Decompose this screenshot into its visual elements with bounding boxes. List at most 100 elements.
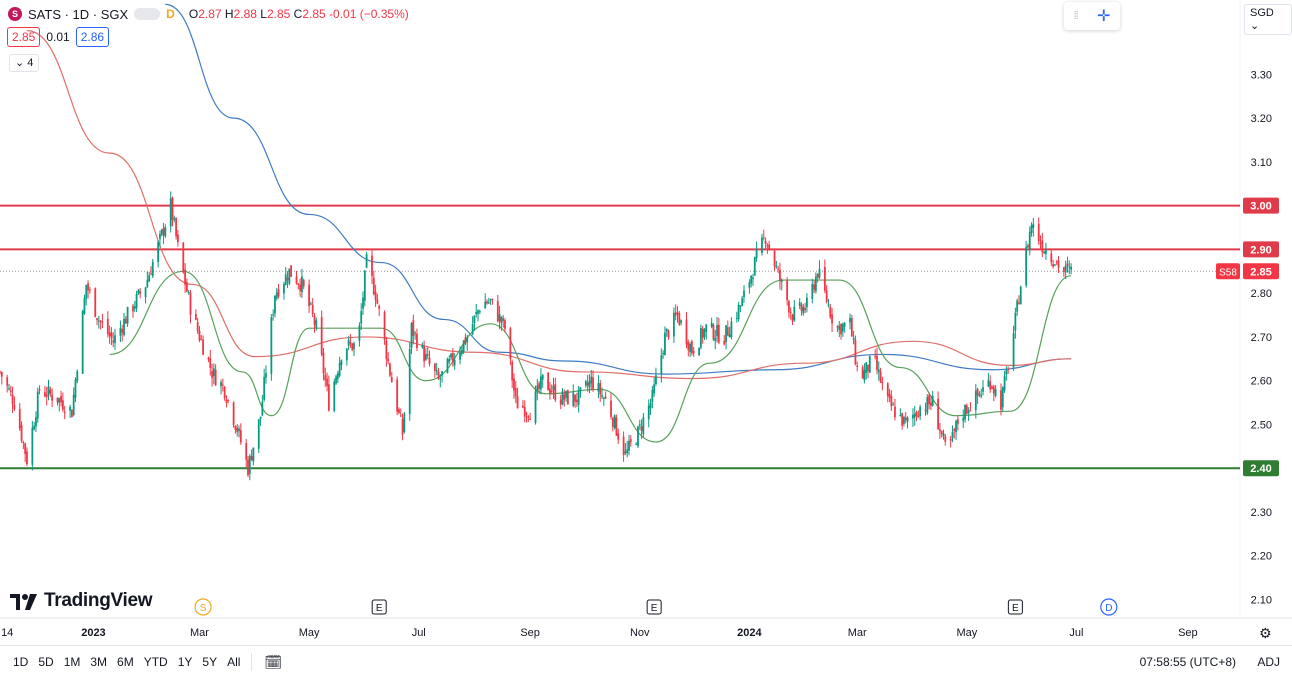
candle-body [676,312,679,315]
candle-body [917,415,920,418]
candle-body [223,386,226,398]
candle-body [345,348,348,361]
candle-body [428,357,431,364]
calendar-icon[interactable]: 🗓 [264,653,283,670]
buy-price-button[interactable]: 2.86 [75,27,110,47]
settings-gear-icon[interactable]: ⚙ [1259,625,1272,641]
candle-body [635,443,638,445]
candle-body [1000,390,1002,410]
dividend-event-marker [1100,598,1118,616]
candle-body [349,342,352,344]
time-tick-label: 2023 [81,627,105,639]
candle-body [926,397,929,414]
sell-price-button[interactable]: 2.85 [7,27,41,47]
candle-body [928,395,931,405]
candle-body [865,362,868,374]
indicators-count: 4 [27,57,34,69]
candle-body [272,314,275,316]
symbol-logo-icon: S [8,7,22,21]
candle-body [811,284,814,300]
candle-body [257,419,260,449]
drag-handle-icon[interactable]: ⁞⁞ [1073,10,1079,22]
price-tick-label: 3.10 [1251,157,1272,169]
candle-body [414,332,417,334]
currency-selector[interactable]: SGD ⌄ [1244,4,1292,35]
time-tick-label: May [299,627,320,639]
candle-body [88,289,91,291]
candle-body [81,311,84,374]
time-range-all[interactable]: All [227,655,241,669]
candle-body [389,363,391,376]
candle-body [1030,225,1033,233]
candle-body [288,268,291,284]
candle-body [383,312,386,340]
candle-body [475,311,478,315]
candle-body [566,390,569,405]
candle-body [1019,286,1022,305]
time-range-3m[interactable]: 3M [90,655,108,669]
candle-body [313,315,316,325]
candle-body [768,244,771,249]
time-tick-label: 2024 [737,627,762,639]
candle-body [353,343,355,350]
candle-body [324,374,327,381]
tradingview-logo[interactable]: TradingView [10,590,153,612]
indicators-toggle-button[interactable]: ⌄ 4 [9,54,40,72]
price-chart[interactable]: 3.403.303.203.103.002.902.802.702.602.50… [0,0,1292,645]
candle-body [552,385,555,391]
candle-body [766,245,769,247]
candle-body [660,355,663,375]
candle-body [586,382,589,386]
candle-body [640,426,643,431]
time-range-1d[interactable]: 1D [13,655,29,669]
candle-body [786,280,789,301]
candle-body [26,451,28,465]
candle-body [70,409,73,418]
interval-badge: D [166,7,175,21]
time-range-1m[interactable]: 1M [63,655,81,669]
candle-body [1007,368,1010,371]
candle-body [33,425,36,430]
price-tick-label: 3.30 [1251,69,1272,81]
level-price-tag [1243,460,1279,477]
adjust-toggle[interactable]: ADJ [1257,655,1280,669]
visibility-toggle-icon[interactable] [134,8,161,20]
candle-body [159,233,161,240]
candle-body [987,380,990,387]
candle-body [259,416,262,419]
candle-body [804,307,807,311]
candle-body [498,314,501,322]
candle-body [550,390,553,393]
drawing-toolbox: ⁞⁞ ✛ [1064,2,1120,30]
candle-body [1018,302,1020,305]
price-tick-label: 2.60 [1251,376,1272,388]
clock-timezone[interactable]: 07:58:55 (UTC+8) [1139,655,1236,669]
time-range-1y[interactable]: 1Y [177,655,193,669]
candle-body [1055,261,1058,263]
symbol-title[interactable]: SATS · 1D · SGX [28,6,129,22]
earnings-event-marker [646,599,662,615]
candle-body [513,378,515,391]
candle-body [338,362,341,376]
price-tick-label: 2.30 [1251,507,1272,519]
candle-body [283,284,285,294]
candle-body [665,328,668,332]
candle-body [322,352,325,374]
candle-body [610,400,612,418]
time-range-5y[interactable]: 5Y [202,655,218,669]
candle-body [903,416,905,424]
candle-body [6,377,9,386]
candle-body [818,268,821,278]
candle-body [764,240,767,244]
crosshair-icon[interactable]: ✛ [1096,8,1111,25]
candle-body [236,427,239,433]
candle-body [579,387,582,391]
time-range-5d[interactable]: 5D [38,655,54,669]
candle-body [263,376,266,400]
candle-body [1053,264,1056,266]
time-range-ytd[interactable]: YTD [143,655,168,669]
time-range-6m[interactable]: 6M [117,655,134,669]
candle-body [275,292,278,299]
candle-body [299,284,302,291]
candle-body [58,398,61,403]
